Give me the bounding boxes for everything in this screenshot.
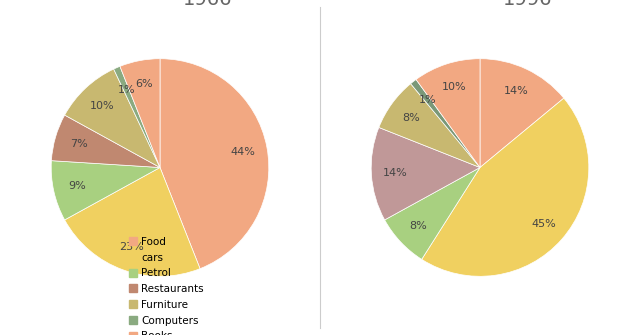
Text: 8%: 8% — [409, 220, 427, 230]
Wedge shape — [480, 59, 564, 168]
Text: 23%: 23% — [119, 242, 143, 252]
Title: 1966: 1966 — [183, 0, 233, 9]
Text: 1%: 1% — [419, 95, 436, 106]
Wedge shape — [411, 79, 480, 168]
Text: 9%: 9% — [68, 181, 86, 191]
Text: 14%: 14% — [504, 86, 529, 96]
Wedge shape — [379, 84, 480, 168]
Text: 1%: 1% — [118, 85, 135, 94]
Text: 10%: 10% — [442, 82, 466, 92]
Wedge shape — [65, 69, 160, 168]
Wedge shape — [51, 115, 160, 168]
Text: 6%: 6% — [135, 79, 153, 89]
Wedge shape — [120, 59, 160, 168]
Text: 45%: 45% — [531, 219, 556, 228]
Wedge shape — [422, 98, 589, 276]
Text: 10%: 10% — [90, 100, 114, 111]
Wedge shape — [51, 161, 160, 220]
Wedge shape — [371, 127, 480, 220]
Text: 7%: 7% — [70, 139, 88, 149]
Title: 1996: 1996 — [503, 0, 553, 9]
Text: 8%: 8% — [403, 113, 420, 123]
Text: 44%: 44% — [231, 147, 256, 156]
Wedge shape — [114, 66, 160, 168]
Wedge shape — [416, 59, 480, 168]
Wedge shape — [160, 59, 269, 269]
Wedge shape — [65, 168, 200, 276]
Legend: Food, cars, Petrol, Restaurants, Furniture, Computers, Books: Food, cars, Petrol, Restaurants, Furnitu… — [127, 235, 206, 335]
Wedge shape — [385, 168, 480, 259]
Text: 14%: 14% — [383, 168, 408, 178]
